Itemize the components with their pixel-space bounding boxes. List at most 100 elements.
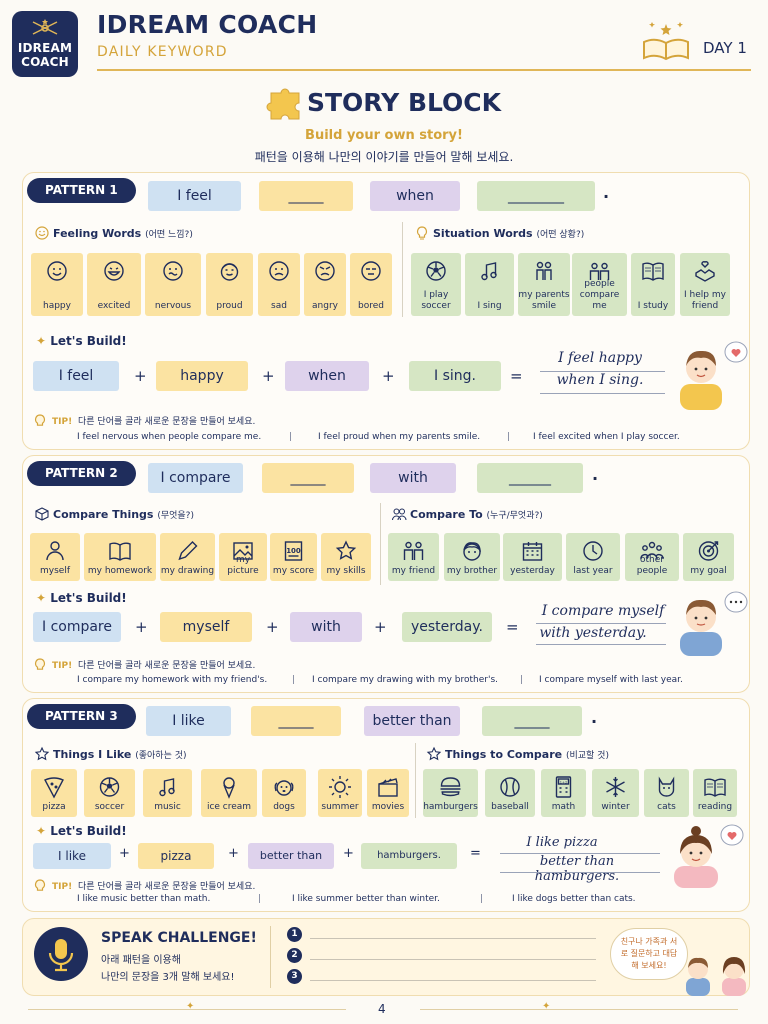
card-label: my brother [446, 566, 498, 576]
footer-star: ✦ [542, 1001, 551, 1012]
boy-thinking-illustration [680, 591, 748, 656]
card-label: happy [43, 301, 71, 311]
card-label: my skills [326, 566, 366, 576]
situation-word-card[interactable]: I help my friend [680, 253, 730, 316]
thing-to-compare-card[interactable]: baseball [485, 769, 535, 817]
plus-sign: + [228, 846, 239, 861]
card-label: ice cream [206, 802, 252, 812]
card-label: cats [657, 802, 676, 812]
card-label: angry [312, 301, 338, 311]
answer-line-2[interactable] [310, 959, 596, 960]
equals-sign: = [470, 846, 481, 861]
compare-to-card[interactable]: other people [625, 533, 679, 581]
pattern-2-piece-4: ______ [477, 463, 583, 493]
card-label: winter [601, 802, 630, 812]
compare-to-card[interactable]: yesterday [503, 533, 562, 581]
thing-to-compare-card[interactable]: hamburgers [423, 769, 478, 817]
card-label: my goal [690, 566, 727, 576]
feeling-word-card[interactable]: nervous [145, 253, 201, 316]
ice-cream-icon [223, 777, 235, 799]
thing-i-like-card[interactable]: pizza [31, 769, 77, 817]
header-divider [97, 69, 751, 71]
answer-line [536, 623, 666, 624]
pattern-2-build-4: yesterday. [402, 612, 492, 642]
compare-thing-card[interactable]: my homework [84, 533, 156, 581]
plus-sign: + [374, 618, 387, 636]
situation-word-card[interactable]: I study [631, 253, 675, 316]
sun-icon [329, 776, 351, 798]
dream-catcher-icon [32, 19, 58, 35]
plus-sign: + [134, 367, 147, 385]
situation-word-card[interactable]: I play soccer [411, 253, 461, 316]
people-icon [589, 262, 610, 280]
thing-to-compare-card[interactable]: winter [592, 769, 639, 817]
feeling-word-card[interactable]: sad [258, 253, 300, 316]
compare-thing-card[interactable]: my picture [219, 533, 267, 581]
page-number: 4 [378, 1002, 386, 1016]
compare-thing-card[interactable]: my skills [321, 533, 371, 581]
card-label: nervous [154, 301, 192, 311]
card-label: reading [697, 802, 733, 812]
excited-face-icon [104, 261, 124, 281]
situation-word-card[interactable]: my parents smile [518, 253, 570, 316]
card-label: proud [216, 301, 243, 311]
thing-to-compare-card[interactable]: cats [644, 769, 689, 817]
feeling-word-card[interactable]: bored [350, 253, 392, 316]
pattern-2-build-1: I compare [33, 612, 121, 642]
compare-thing-card[interactable]: myself [30, 533, 80, 581]
thing-to-compare-card[interactable]: reading [693, 769, 737, 817]
tip-text: 다른 단어를 골라 새로운 문장을 만들어 보세요. [78, 417, 256, 427]
thing-i-like-card[interactable]: ice cream [201, 769, 257, 817]
thing-i-like-card[interactable]: summer [318, 769, 362, 817]
card-label: movies [371, 802, 405, 812]
compare-thing-card[interactable]: 100 my score [270, 533, 317, 581]
example-3: I compare myself with last year. [539, 675, 683, 685]
app-subtitle: DAILY KEYWORD [97, 44, 228, 60]
feeling-word-card[interactable]: excited [87, 253, 141, 316]
pattern-2-build-2: myself [160, 612, 252, 642]
card-label: my homework [87, 566, 153, 576]
pizza-icon [44, 777, 64, 799]
pattern-1-build-label: ✦ Let's Build! [36, 334, 127, 348]
situation-word-card[interactable]: I sing [465, 253, 514, 316]
svg-text:100: 100 [286, 547, 301, 555]
answer-line [540, 371, 665, 372]
compare-to-card[interactable]: my brother [444, 533, 500, 581]
star-outline-icon [426, 746, 442, 761]
soccer-ball-icon [99, 777, 120, 797]
card-label: other people [636, 555, 668, 576]
thing-i-like-card[interactable]: music [143, 769, 192, 817]
situation-word-card[interactable]: people compare me [572, 253, 627, 316]
compare-to-card[interactable]: my goal [683, 533, 734, 581]
pattern-2-divider [380, 503, 381, 585]
answer-line-3[interactable] [310, 980, 596, 981]
microphone-icon [34, 927, 88, 981]
pattern-2-left-label: Compare Things (무엇을?) [35, 507, 194, 521]
pattern-1-piece-4: ________ [477, 181, 595, 211]
example-2: I feel proud when my parents smile. [318, 432, 481, 442]
thing-to-compare-card[interactable]: 1+2 math [541, 769, 586, 817]
answer-line-1[interactable] [310, 938, 596, 939]
feeling-word-card[interactable]: happy [31, 253, 83, 316]
page-subtitle: Build your own story! [305, 128, 463, 143]
example-3: I feel excited when I play soccer. [533, 432, 680, 442]
pencil-icon [178, 541, 198, 561]
thing-i-like-card[interactable]: movies [367, 769, 409, 817]
tip-lightbulb-icon [34, 879, 46, 891]
card-label: soccer [94, 802, 125, 812]
footer-star: ✦ [186, 1001, 195, 1012]
feeling-word-card[interactable]: proud [206, 253, 253, 316]
page-title: STORY BLOCK [306, 88, 502, 117]
pattern-3-answer-1: I like pizza [526, 835, 598, 850]
compare-to-card[interactable]: my friend [388, 533, 439, 581]
compare-to-card[interactable]: last year [566, 533, 620, 581]
card-label: pizza [42, 802, 66, 812]
card-label: I help my friend [684, 290, 726, 311]
thing-i-like-card[interactable]: dogs [262, 769, 306, 817]
answer-line [540, 393, 665, 394]
thing-i-like-card[interactable]: soccer [84, 769, 135, 817]
feeling-word-card[interactable]: angry [304, 253, 346, 316]
pattern-1-right-label: Situation Words (어떤 상황?) [415, 226, 584, 240]
angry-face-icon [315, 261, 335, 281]
compare-thing-card[interactable]: my drawing [160, 533, 215, 581]
